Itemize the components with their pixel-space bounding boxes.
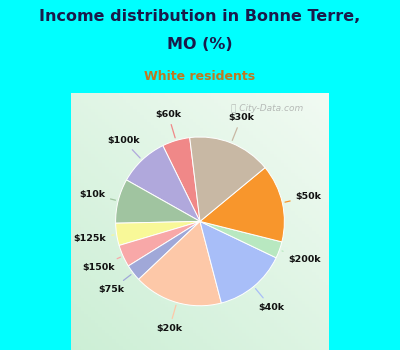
Wedge shape <box>116 222 200 245</box>
Text: ⓘ City-Data.com: ⓘ City-Data.com <box>231 104 303 113</box>
Text: $20k: $20k <box>156 305 182 333</box>
Wedge shape <box>119 222 200 266</box>
Wedge shape <box>116 180 200 223</box>
Text: $75k: $75k <box>99 275 131 294</box>
Text: $10k: $10k <box>79 190 116 200</box>
Wedge shape <box>139 222 221 306</box>
Text: $150k: $150k <box>82 257 120 272</box>
Wedge shape <box>163 138 200 222</box>
Text: $50k: $50k <box>285 192 322 202</box>
Wedge shape <box>126 146 200 222</box>
Text: $60k: $60k <box>155 110 181 138</box>
Text: $40k: $40k <box>256 288 284 312</box>
Text: $100k: $100k <box>107 136 140 158</box>
Wedge shape <box>128 222 200 279</box>
Text: MO (%): MO (%) <box>167 37 233 52</box>
Text: $125k: $125k <box>74 234 114 243</box>
Text: $200k: $200k <box>282 251 321 264</box>
Text: White residents: White residents <box>144 70 256 83</box>
Wedge shape <box>200 222 282 258</box>
Text: Income distribution in Bonne Terre,: Income distribution in Bonne Terre, <box>39 9 361 24</box>
Text: $30k: $30k <box>228 113 254 140</box>
Wedge shape <box>200 168 284 242</box>
Wedge shape <box>190 137 265 222</box>
Wedge shape <box>200 222 276 303</box>
